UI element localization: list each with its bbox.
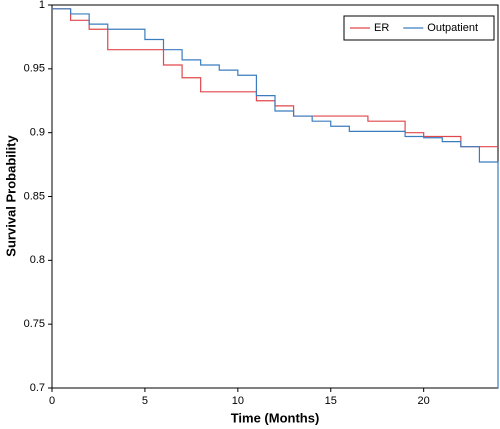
y-tick-label: 0.8 <box>30 254 45 266</box>
y-tick-label: 0.85 <box>24 190 45 202</box>
x-tick-label: 5 <box>142 395 148 407</box>
x-tick-label: 0 <box>49 395 55 407</box>
survival-line <box>52 8 498 148</box>
y-tick-label: 1 <box>39 0 45 11</box>
y-tick-label: 0.95 <box>24 63 45 75</box>
x-tick-label: 15 <box>325 395 337 407</box>
y-tick-label: 0.75 <box>24 318 45 330</box>
y-tick-label: 0.7 <box>30 382 45 394</box>
legend-label: Outpatient <box>427 22 478 34</box>
x-axis-title: Time (Months) <box>231 410 320 425</box>
y-axis-title: Survival Probability <box>3 135 18 257</box>
x-tick-label: 20 <box>418 395 430 407</box>
survival-line <box>52 8 499 388</box>
x-tick-label: 10 <box>232 395 244 407</box>
legend-label: ER <box>374 22 389 34</box>
y-tick-label: 0.9 <box>30 127 45 139</box>
plot-frame <box>51 4 499 389</box>
